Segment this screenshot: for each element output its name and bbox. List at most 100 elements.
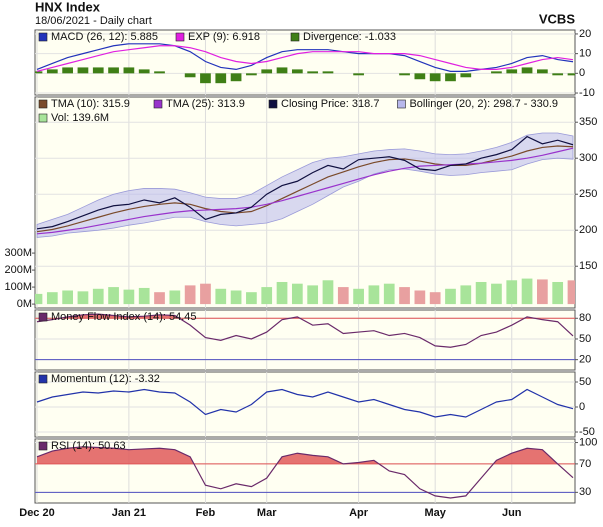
bar (307, 285, 319, 305)
bar (184, 73, 196, 78)
series-line (36, 388, 574, 418)
y-tick-label: -50 (579, 426, 595, 438)
legend-swatch (290, 32, 300, 42)
legend-label: MACD (26, 12): 5.885 (51, 31, 158, 43)
panel (34, 29, 576, 96)
bar (138, 69, 150, 74)
bar (261, 287, 273, 305)
panel-plot (35, 97, 575, 308)
x-tick-label: Jan 21 (112, 507, 146, 519)
bar (230, 73, 242, 82)
bar (154, 292, 165, 305)
legend-swatch (397, 99, 406, 109)
overbought-area (37, 446, 573, 464)
panel-plot (35, 439, 575, 503)
bar (414, 290, 426, 305)
legend-swatch (268, 99, 278, 109)
bar (521, 278, 533, 305)
bar (307, 71, 319, 74)
bar (200, 283, 211, 305)
y-tick-label: 80 (579, 312, 591, 324)
bar (322, 280, 334, 305)
bar (46, 292, 58, 305)
x-tick-label: May (424, 507, 446, 519)
bar (200, 73, 211, 84)
legend-swatch (38, 113, 48, 123)
series-line (36, 147, 574, 235)
bar (353, 73, 364, 76)
chart-title: HNX Index (35, 0, 101, 14)
legend-label: Divergence: -1.033 (303, 31, 396, 43)
bar (230, 290, 242, 305)
legend-label: Momentum (12): -3.32 (51, 373, 160, 385)
legend-swatch (38, 441, 48, 451)
y-tick-label: 0 (579, 67, 585, 79)
y-tick-label: 30 (579, 486, 591, 498)
bar (460, 73, 472, 78)
bar (491, 71, 502, 74)
legend-label: Bollinger (20, 2): 298.7 - 330.9 (409, 98, 558, 110)
bar (276, 67, 288, 74)
bar (445, 288, 456, 305)
bar (215, 73, 227, 84)
bar (537, 69, 548, 74)
y2-tick-label: 100M (4, 281, 32, 293)
legend-label: TMA (10): 315.9 (51, 98, 130, 110)
bar (552, 281, 564, 305)
y-tick-label: 50 (579, 333, 591, 345)
bar (567, 280, 575, 305)
bar (414, 73, 426, 80)
legend-swatch (38, 312, 48, 322)
legend-swatch (38, 374, 48, 384)
bar (322, 71, 334, 74)
y2-tick-label: 0M (17, 298, 32, 310)
bar (184, 285, 196, 305)
bar (92, 288, 104, 305)
panel-plot (35, 310, 575, 370)
y-tick-label: 10 (579, 48, 591, 60)
y-tick-label: 50 (579, 376, 591, 388)
y-tick-label: 300 (579, 152, 597, 164)
panel-plot (35, 30, 575, 95)
panel (34, 371, 576, 438)
bar (261, 69, 273, 74)
bar (506, 280, 518, 305)
y-tick-label: 0 (579, 401, 585, 413)
y-tick-label: 20 (579, 28, 591, 40)
chart-subtitle: 18/06/2021 - Daily chart (35, 15, 152, 27)
x-tick-label: Dec 20 (19, 507, 54, 519)
y-tick-label: 250 (579, 188, 597, 200)
legend-label: RSI (14): 50.63 (51, 440, 126, 452)
legend-swatch (38, 32, 48, 42)
series-line (36, 313, 574, 348)
bar (169, 290, 181, 305)
legend-swatch (38, 99, 48, 109)
bar (215, 288, 227, 305)
bar (108, 67, 119, 74)
bar (429, 73, 441, 82)
legend-label: Closing Price: 318.7 (281, 98, 379, 110)
legend-label: Vol: 139.6M (51, 112, 109, 124)
y-tick-label: 100 (579, 436, 597, 448)
y-tick-label: 150 (579, 260, 597, 272)
bar (552, 73, 564, 76)
bar (491, 283, 502, 305)
legend-swatch (153, 99, 163, 109)
bar (537, 279, 548, 305)
legend-label: Money Flow Index (14): 54.45 (51, 311, 197, 323)
bar (399, 287, 410, 305)
bar (291, 69, 303, 74)
bar (460, 285, 472, 305)
bar (108, 287, 119, 305)
bar (276, 281, 288, 305)
bar (567, 73, 575, 76)
bar (246, 73, 257, 76)
legend-label: TMA (25): 313.9 (166, 98, 245, 110)
y-tick-label: -10 (579, 87, 595, 99)
bar (337, 287, 349, 305)
overbought-area (37, 314, 573, 319)
bar (353, 288, 364, 305)
y-tick-label: 200 (579, 224, 597, 236)
y2-tick-label: 200M (4, 264, 32, 276)
bar (475, 281, 487, 305)
